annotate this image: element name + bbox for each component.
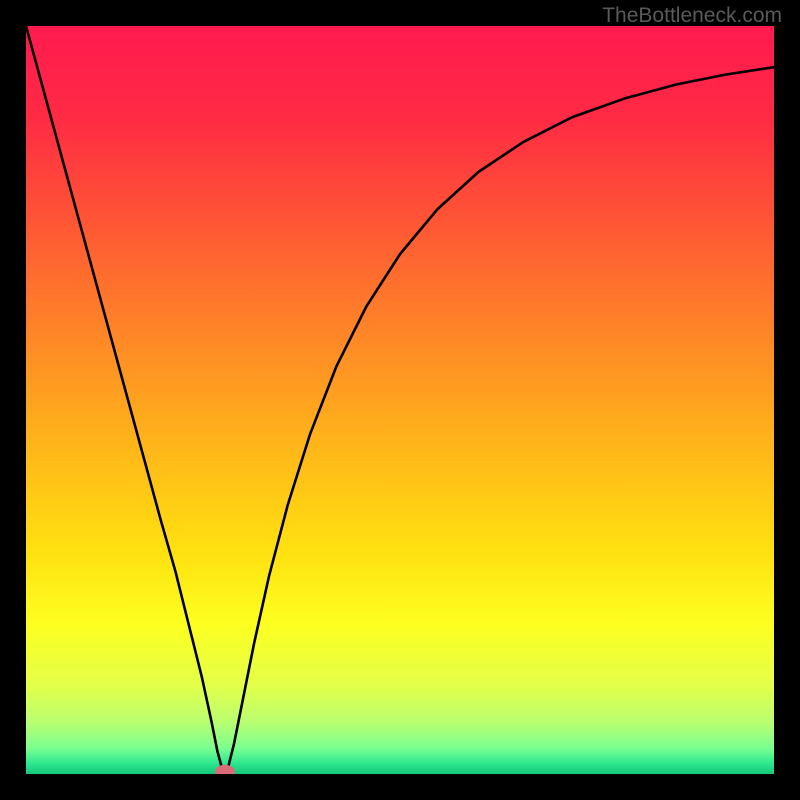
plot-area [26,26,774,774]
minimum-marker [215,765,235,774]
watermark-text: TheBottleneck.com [602,4,782,28]
bottleneck-curve [26,26,774,774]
